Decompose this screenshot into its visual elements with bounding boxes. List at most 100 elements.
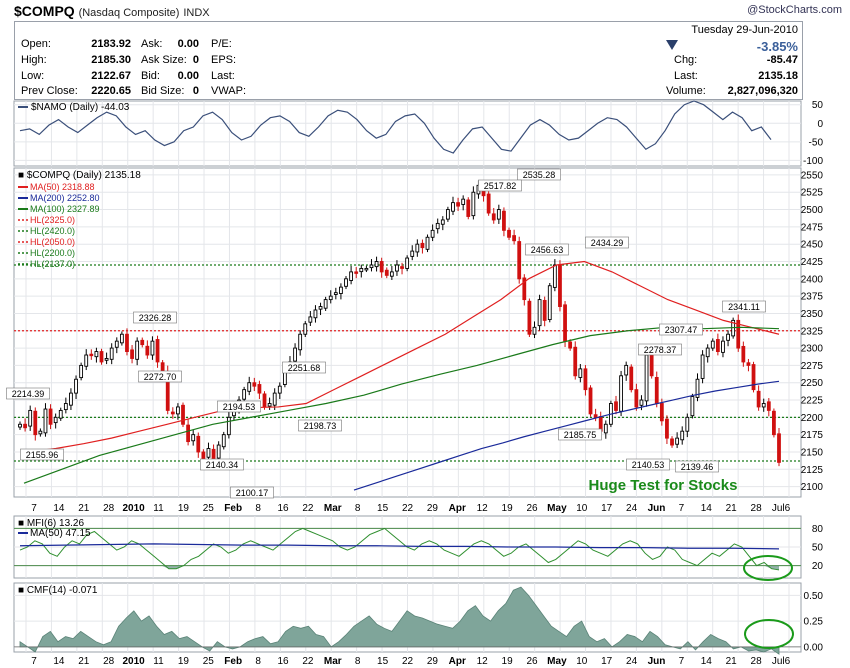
candle-body bbox=[206, 448, 211, 458]
candle-body bbox=[196, 435, 201, 453]
candle-body bbox=[710, 340, 715, 349]
cmf-xtick-label: 19 bbox=[502, 656, 514, 667]
price-ytick-label: 2200 bbox=[801, 413, 824, 424]
cmf-xtick-label: Mar bbox=[324, 656, 342, 667]
price-callout-label: 2214.39 bbox=[12, 389, 45, 399]
candle-body bbox=[89, 353, 94, 357]
candle-body bbox=[415, 243, 420, 253]
cmf-xtick-label: 22 bbox=[302, 656, 314, 667]
chg-row: Chg: -85.47 bbox=[674, 54, 798, 66]
candle-body bbox=[665, 418, 669, 439]
candle-body bbox=[94, 351, 99, 358]
candle-body bbox=[359, 267, 364, 273]
candle-body bbox=[542, 299, 547, 321]
open-value: 2183.92 bbox=[91, 38, 131, 50]
candle-body bbox=[395, 264, 399, 272]
price-callout-box bbox=[138, 370, 182, 383]
price-ytick-label: 2400 bbox=[801, 274, 824, 285]
candle-body bbox=[588, 387, 593, 415]
candle-body bbox=[267, 403, 272, 407]
candle-body bbox=[308, 316, 313, 323]
candle-body bbox=[379, 261, 384, 273]
candle-body bbox=[583, 368, 588, 391]
candle-body bbox=[705, 347, 710, 358]
candle-body bbox=[741, 345, 746, 363]
cmf-xtick-label: 19 bbox=[178, 656, 190, 667]
volume-row: Volume: 2,827,096,320 bbox=[666, 85, 798, 97]
price-callout-box bbox=[638, 343, 682, 356]
bid-size-label: Bid Size: bbox=[141, 85, 185, 97]
cmf-ytick-label: 0.00 bbox=[804, 642, 824, 653]
price-ytick-label: 2250 bbox=[801, 378, 824, 389]
candle-body bbox=[43, 408, 48, 434]
price-xtick-label: 22 bbox=[302, 503, 314, 514]
candle-body bbox=[318, 306, 323, 310]
quote-date: Tuesday 29-Jun-2010 bbox=[691, 24, 798, 36]
candle-body bbox=[349, 271, 354, 281]
price-callout-label: 2307.47 bbox=[665, 325, 698, 335]
high-label: High: bbox=[21, 54, 47, 66]
price-callout-box bbox=[133, 311, 177, 324]
cmf-xtick-label: 8 bbox=[355, 656, 361, 667]
candle-body bbox=[751, 364, 756, 391]
candle-body bbox=[644, 354, 649, 402]
candle-body bbox=[746, 362, 751, 366]
candle-body bbox=[435, 222, 440, 230]
cmf-xtick-label: Jul6 bbox=[772, 656, 791, 667]
candle-body bbox=[777, 433, 781, 463]
candle-body bbox=[53, 416, 58, 424]
chart-title: $COMPQ (Nasdaq Composite) INDX bbox=[14, 3, 210, 19]
price-xtick-label: 28 bbox=[751, 503, 763, 514]
candle-body bbox=[109, 347, 114, 360]
hl-legend-label: HL(2137.0) bbox=[30, 259, 75, 269]
price-ytick-label: 2350 bbox=[801, 309, 824, 320]
candle-body bbox=[400, 266, 404, 269]
candle-body bbox=[84, 354, 89, 367]
price-callout-box bbox=[230, 486, 274, 499]
price-callout-box bbox=[217, 400, 261, 413]
candle-body bbox=[654, 377, 659, 404]
candle-body bbox=[247, 382, 252, 392]
candle-body bbox=[680, 430, 685, 441]
candle-body bbox=[766, 401, 771, 411]
price-xtick-label: 19 bbox=[502, 503, 514, 514]
candle-body bbox=[104, 358, 109, 361]
price-xtick-label: 26 bbox=[526, 503, 538, 514]
candle-body bbox=[502, 210, 506, 231]
namo-ytick-label: -100 bbox=[803, 156, 823, 167]
candle-body bbox=[695, 378, 700, 398]
candle-body bbox=[486, 193, 491, 214]
quote-summary: Tuesday 29-Jun-2010 -3.85% Chg: -85.47 La… bbox=[666, 22, 802, 99]
price-callout-label: 2434.29 bbox=[591, 238, 624, 248]
cmf-xtick-label: 7 bbox=[31, 656, 37, 667]
cmf-xtick-label: 29 bbox=[427, 656, 439, 667]
candle-body bbox=[384, 269, 389, 276]
pe-label: P/E: bbox=[211, 38, 232, 50]
cmf-ytick-label: 0.50 bbox=[804, 591, 824, 602]
candle-body bbox=[756, 390, 761, 408]
candle-body bbox=[685, 416, 690, 432]
candle-body bbox=[670, 438, 674, 446]
candle-body bbox=[150, 340, 155, 356]
candle-body bbox=[221, 434, 226, 448]
candle-body bbox=[74, 378, 78, 394]
candle-body bbox=[181, 404, 185, 425]
candle-body bbox=[48, 408, 53, 425]
price-xtick-label: 14 bbox=[701, 503, 713, 514]
price-xtick-label: 12 bbox=[477, 503, 489, 514]
cmf-xtick-label: Apr bbox=[449, 656, 466, 667]
candle-body bbox=[634, 389, 639, 408]
candle-body bbox=[389, 271, 394, 277]
candle-body bbox=[135, 340, 140, 360]
candle-body bbox=[445, 209, 450, 220]
candle-body bbox=[629, 366, 634, 391]
price-callout-label: 2517.82 bbox=[484, 181, 517, 191]
price-xtick-label: 10 bbox=[576, 503, 588, 514]
cmf-highlight-circle bbox=[744, 619, 794, 649]
cmf-xtick-label: 14 bbox=[53, 656, 65, 667]
price-callout-box bbox=[675, 460, 719, 473]
candle-body bbox=[369, 264, 374, 269]
price-callout-label: 2341.11 bbox=[728, 302, 760, 312]
candle-body bbox=[772, 410, 776, 436]
price-xtick-label: Jun bbox=[648, 503, 666, 514]
